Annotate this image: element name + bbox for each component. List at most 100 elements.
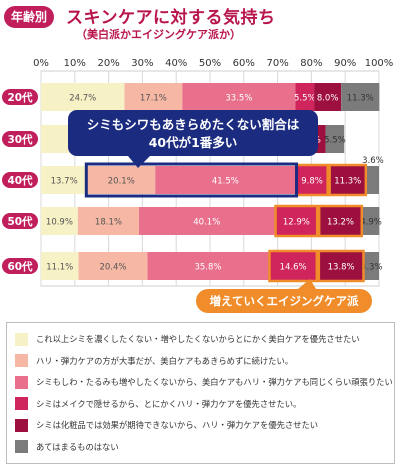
data-label: 4.9%	[360, 218, 382, 228]
callout-bubble	[68, 110, 318, 156]
x-tick-label: 20%	[97, 58, 119, 69]
bar-segment	[274, 207, 319, 235]
highlight-box	[274, 204, 319, 238]
highlight-box	[317, 204, 364, 238]
age-group-badge: 年齢別	[4, 6, 54, 28]
chart-title: スキンケアに対する気持ち	[66, 8, 276, 28]
annotation-pill	[196, 289, 372, 313]
data-label: 4.3%	[361, 263, 383, 273]
bar-segment	[364, 252, 379, 280]
data-label: 14.6%	[280, 263, 307, 273]
data-label: 13.8%	[328, 263, 355, 273]
data-label: 33.5%	[225, 94, 252, 104]
data-label: 24.7%	[69, 94, 96, 104]
legend-item: これ以上シミを濃くしたくない・増やしたくないからとにかく美白ケアを優先させたい	[15, 332, 360, 346]
bar-segment	[325, 125, 345, 153]
data-label: 20.4%	[99, 263, 126, 273]
data-label: 40.1%	[193, 218, 220, 228]
data-label: 9.8%	[301, 177, 323, 187]
data-label: 8.0%	[317, 94, 339, 104]
callout-text-line1: シミもシワもあきらめたくない割合は	[87, 117, 300, 132]
data-label: 11.3%	[334, 177, 361, 187]
data-label: 35.8%	[194, 263, 221, 273]
bar-segment	[139, 207, 275, 235]
bar-segment	[41, 207, 78, 235]
legend-item: ハリ・弾力ケアの方が大事だが、美白ケアもあきらめずに続けたい。	[15, 354, 293, 368]
callout-pointer	[128, 156, 150, 168]
bar-segment	[124, 83, 183, 111]
data-label: 3.6%	[362, 156, 384, 166]
legend-swatch	[15, 418, 28, 432]
legend-label: これ以上シミを濃くしたくない・増やしたくないからとにかく美白ケアを優先させたい	[36, 334, 360, 344]
annotation-pointer	[298, 279, 316, 289]
bar-segment	[41, 83, 125, 111]
legend-label: ハリ・弾力ケアの方が大事だが、美白ケアもあきらめずに続けたい。	[36, 355, 294, 366]
category-label: 30代	[7, 133, 33, 146]
legend-swatch	[15, 397, 28, 410]
x-tick-label: 60%	[233, 58, 255, 69]
legend-item: シミは化粧品では効果が期待できないから、ハリ・弾力ケアを優先させたい	[15, 418, 318, 432]
category-label: 50代	[7, 215, 33, 228]
stacked-bar-chart: 0% 10% 20% 30% 40% 50% 60% 70% 80% 90% 100% 20代 24.7…	[2, 58, 394, 313]
data-label: 11.3%	[347, 94, 374, 104]
bar-segment	[77, 207, 140, 235]
bar-segment	[87, 166, 156, 194]
legend-item: シミもしわ・たるみも増やしたくないから、美白ケアもハリ・弾力ケアも同じくらい頑張…	[15, 375, 393, 389]
x-tick-label: 30%	[131, 58, 153, 69]
bar-segment	[295, 83, 315, 111]
data-label: 17.1%	[140, 94, 167, 104]
category-pill	[2, 258, 38, 274]
bar-segment	[41, 125, 74, 153]
x-tick-label: 80%	[300, 58, 322, 69]
x-tick-label: 70%	[266, 58, 288, 69]
bar-segment	[78, 252, 148, 280]
data-label: 41.5%	[212, 177, 239, 187]
bar-segment	[318, 207, 363, 235]
data-label: 18.1%	[95, 218, 122, 228]
legend-label: あてはまるものはない	[36, 441, 119, 452]
category-label: 20代	[7, 91, 33, 104]
data-label: 5.5%	[294, 94, 316, 104]
category-pill	[2, 213, 38, 229]
x-tick-label: 40%	[165, 58, 187, 69]
bar-segment	[182, 83, 296, 111]
data-label: 5.5%	[324, 136, 346, 146]
annotation-text: 増えていくエイジングケア派	[210, 294, 359, 308]
legend-swatch	[15, 375, 28, 389]
legend-label: シミは化粧品では効果が期待できないから、ハリ・弾力ケアを優先させたい	[36, 420, 319, 430]
bar-segment	[155, 166, 296, 194]
x-tick-label: 90%	[334, 58, 356, 69]
bar-segment	[366, 166, 379, 194]
legend-label: シミはメイクで隠せるから、とにかくハリ・弾力ケアを優先させたい。	[36, 398, 302, 409]
x-tick-label: 50%	[199, 58, 221, 69]
bar-segment	[362, 207, 380, 235]
legend: これ以上シミを濃くしたくない・増やしたくないからとにかく美白ケアを優先させたいハ…	[6, 322, 395, 464]
data-label: 13.2%	[327, 218, 354, 228]
bar-segment	[295, 166, 329, 194]
bar-segment	[41, 252, 79, 280]
bar-segment	[41, 166, 88, 194]
category-label: 60代	[7, 260, 33, 273]
bar-segment	[317, 252, 365, 280]
highlight-box	[317, 249, 365, 283]
callout-highlight-box	[84, 162, 299, 198]
x-tick-label: 100%	[365, 58, 394, 69]
bar-segment	[147, 252, 269, 280]
data-label: 10.9%	[46, 218, 73, 228]
callout-text-line2: 40代が1番多い	[149, 135, 238, 150]
legend-label: シミもしわ・たるみも増やしたくないから、美白ケアもハリ・弾力ケアも同じくらい頑張…	[36, 377, 393, 387]
category-pill	[2, 131, 38, 147]
bar-segment	[314, 83, 342, 111]
bar-segment	[341, 83, 380, 111]
legend-item: シミはメイクで隠せるから、とにかくハリ・弾力ケアを優先させたい。	[15, 397, 301, 411]
data-label: 13.7%	[51, 177, 78, 187]
legend-swatch	[15, 332, 28, 346]
data-label: 20.1%	[108, 177, 135, 187]
legend-swatch	[15, 440, 28, 453]
legend-item: あてはまるものはない	[15, 440, 119, 454]
highlight-box	[328, 163, 368, 197]
category-pill	[2, 89, 38, 105]
x-tick-label: 0%	[33, 58, 49, 69]
chart-subtitle: （美白派かエイジングケア派か）	[76, 28, 241, 41]
data-label: 12.9%	[283, 218, 310, 228]
